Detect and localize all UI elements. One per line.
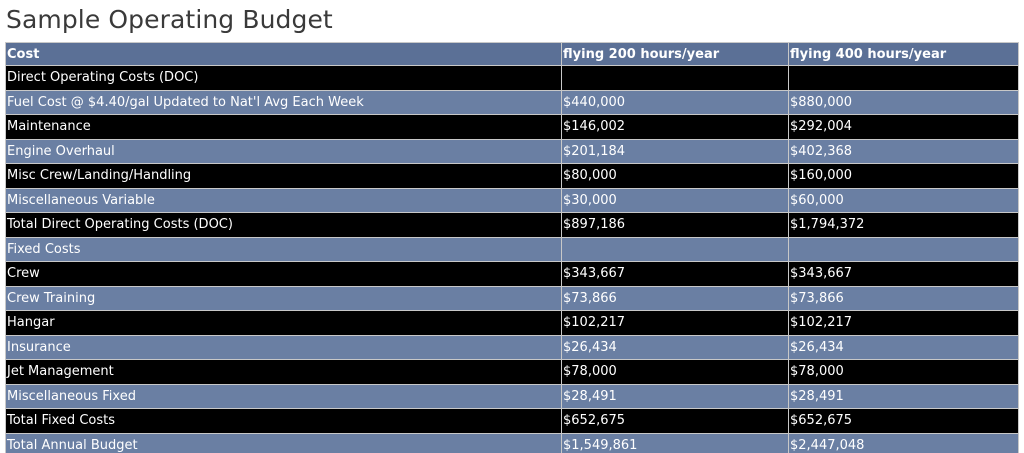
table-row: Maintenance $146,002 $292,004 (5, 114, 1019, 140)
column-header-cost: Cost (5, 42, 562, 66)
cell-200-hours: $78,000 (561, 359, 789, 385)
cell-200-hours: $26,434 (561, 334, 789, 360)
row-label: Misc Crew/Landing/Handling (5, 163, 562, 189)
cell-400-hours (788, 65, 1019, 91)
cell-200-hours: $30,000 (561, 187, 789, 213)
column-header-400-hours: flying 400 hours/year (788, 42, 1019, 66)
cell-400-hours: $73,866 (788, 285, 1019, 311)
row-label: Insurance (5, 334, 562, 360)
table-row: Crew Training $73,866 $73,866 (5, 285, 1019, 311)
cell-200-hours: $28,491 (561, 383, 789, 409)
page-title: Sample Operating Budget (6, 5, 333, 34)
cell-400-hours: $26,434 (788, 334, 1019, 360)
table-row: Misc Crew/Landing/Handling $80,000 $160,00… (5, 163, 1019, 189)
cell-200-hours: $146,002 (561, 114, 789, 140)
table-row: Engine Overhaul $201,184 $402,368 (5, 138, 1019, 164)
row-label: Engine Overhaul (5, 138, 562, 164)
cell-200-hours (561, 236, 789, 262)
table-row: Crew $343,667 $343,667 (5, 261, 1019, 287)
row-label: Jet Management (5, 359, 562, 385)
cell-200-hours: $440,000 (561, 89, 789, 115)
cell-400-hours (788, 236, 1019, 262)
row-label: Fuel Cost @ $4.40/gal Updated to Nat'l A… (5, 89, 562, 115)
cell-200-hours: $343,667 (561, 261, 789, 287)
table-row: Direct Operating Costs (DOC) (5, 65, 1019, 91)
cell-400-hours: $880,000 (788, 89, 1019, 115)
table-header-row: Cost flying 200 hours/year flying 400 ho… (5, 42, 1019, 66)
row-label: Total Direct Operating Costs (DOC) (5, 212, 562, 238)
row-label: Miscellaneous Variable (5, 187, 562, 213)
table-row: Fixed Costs (5, 236, 1019, 262)
table-body: Direct Operating Costs (DOC) Fuel Cost @… (5, 65, 1019, 453)
table-row: Hangar $102,217 $102,217 (5, 310, 1019, 336)
table-row: Insurance $26,434 $26,434 (5, 334, 1019, 360)
budget-table: Cost flying 200 hours/year flying 400 ho… (5, 42, 1019, 453)
table-row: Jet Management $78,000 $78,000 (5, 359, 1019, 385)
cell-200-hours: $652,675 (561, 408, 789, 434)
table-row: Miscellaneous Variable $30,000 $60,000 (5, 187, 1019, 213)
cell-400-hours: $292,004 (788, 114, 1019, 140)
cell-200-hours (561, 65, 789, 91)
row-label: Direct Operating Costs (DOC) (5, 65, 562, 91)
cell-200-hours: $201,184 (561, 138, 789, 164)
cell-400-hours: $60,000 (788, 187, 1019, 213)
cell-400-hours: $1,794,372 (788, 212, 1019, 238)
cell-400-hours: $343,667 (788, 261, 1019, 287)
table-row: Total Direct Operating Costs (DOC) $897,1… (5, 212, 1019, 238)
table-row: Total Fixed Costs $652,675 $652,675 (5, 408, 1019, 434)
row-label: Total Fixed Costs (5, 408, 562, 434)
cell-400-hours: $2,447,048 (788, 432, 1019, 453)
cell-200-hours: $102,217 (561, 310, 789, 336)
row-label: Hangar (5, 310, 562, 336)
row-label: Maintenance (5, 114, 562, 140)
row-label: Miscellaneous Fixed (5, 383, 562, 409)
cell-200-hours: $73,866 (561, 285, 789, 311)
cell-400-hours: $402,368 (788, 138, 1019, 164)
cell-400-hours: $28,491 (788, 383, 1019, 409)
cell-200-hours: $897,186 (561, 212, 789, 238)
cell-200-hours: $80,000 (561, 163, 789, 189)
cell-400-hours: $652,675 (788, 408, 1019, 434)
cell-200-hours: $1,549,861 (561, 432, 789, 453)
table-row: Total Annual Budget $1,549,861 $2,447,048 (5, 432, 1019, 453)
row-label: Fixed Costs (5, 236, 562, 262)
column-header-200-hours: flying 200 hours/year (561, 42, 789, 66)
cell-400-hours: $160,000 (788, 163, 1019, 189)
table-row: Fuel Cost @ $4.40/gal Updated to Nat'l A… (5, 89, 1019, 115)
row-label: Crew (5, 261, 562, 287)
row-label: Crew Training (5, 285, 562, 311)
cell-400-hours: $102,217 (788, 310, 1019, 336)
row-label: Total Annual Budget (5, 432, 562, 453)
table-row: Miscellaneous Fixed $28,491 $28,491 (5, 383, 1019, 409)
cell-400-hours: $78,000 (788, 359, 1019, 385)
